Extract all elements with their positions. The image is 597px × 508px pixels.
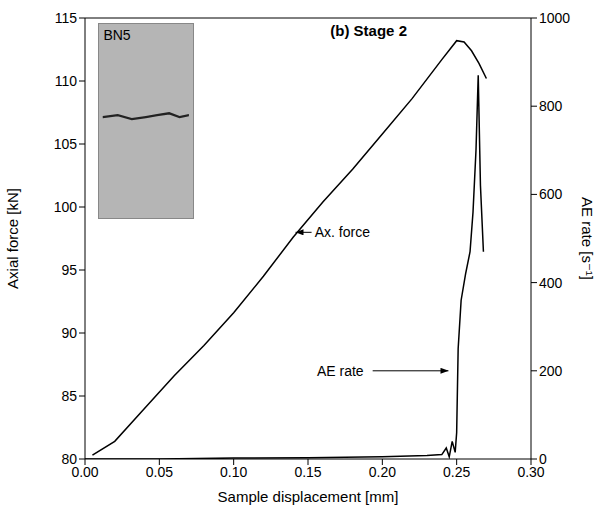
svg-text:95: 95 — [61, 262, 77, 278]
svg-text:0.10: 0.10 — [220, 464, 247, 480]
svg-text:1000: 1000 — [539, 10, 570, 26]
svg-text:AE rate [s⁻¹]: AE rate [s⁻¹] — [579, 197, 596, 280]
svg-text:105: 105 — [54, 136, 78, 152]
svg-text:0: 0 — [539, 451, 547, 467]
svg-text:800: 800 — [539, 98, 563, 114]
svg-text:600: 600 — [539, 186, 563, 202]
html-text:AE rate: AE rate — [316, 362, 364, 379]
svg-text:90: 90 — [61, 325, 77, 341]
svg-text:200: 200 — [539, 363, 563, 379]
svg-text:0.00: 0.00 — [71, 463, 99, 480]
svg-text:0.15: 0.15 — [294, 464, 321, 480]
svg-text:85: 85 — [61, 388, 77, 404]
svg-text:Sample displacement [mm]: Sample displacement [mm] — [218, 488, 399, 505]
svg-text:0.25: 0.25 — [443, 464, 470, 480]
svg-text:0.20: 0.20 — [369, 464, 396, 480]
html-text:Ax. force: Ax. force — [314, 224, 370, 241]
html-text:BN5: BN5 — [103, 27, 131, 44]
svg-text:400: 400 — [539, 275, 563, 291]
svg-text:100: 100 — [54, 199, 78, 215]
svg-text:0.30: 0.30 — [517, 463, 545, 480]
svg-text:115: 115 — [55, 10, 78, 26]
svg-text:Axial force [kN]: Axial force [kN] — [4, 188, 21, 289]
html-text:(b) Stage 2: (b) Stage 2 — [330, 22, 407, 39]
svg-text:0.05: 0.05 — [146, 464, 173, 480]
svg-text:80: 80 — [61, 451, 77, 467]
svg-text:110: 110 — [55, 73, 78, 89]
